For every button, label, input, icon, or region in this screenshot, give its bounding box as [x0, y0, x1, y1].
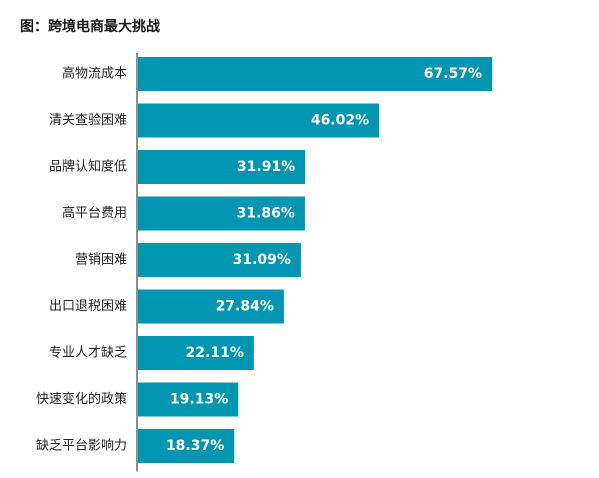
bar: [138, 243, 301, 277]
value-label: 67.57%: [424, 66, 482, 82]
value-label: 22.11%: [186, 345, 244, 361]
category-label: 高物流成本: [62, 66, 127, 82]
value-label: 31.91%: [237, 159, 295, 175]
bar: [138, 57, 493, 91]
value-label: 18.37%: [166, 438, 224, 454]
category-label: 专业人才缺乏: [49, 346, 127, 361]
category-label: 出口退税困难: [49, 299, 127, 314]
value-label: 31.86%: [237, 206, 295, 222]
category-label: 快速变化的政策: [36, 391, 127, 407]
bar: [138, 382, 239, 417]
bar: [138, 103, 380, 138]
category-label: 高平台费用: [62, 205, 127, 221]
value-label: 46.02%: [311, 113, 369, 129]
bar: [138, 150, 306, 184]
bar: [138, 196, 305, 231]
bar: [138, 429, 235, 463]
value-label: 31.09%: [233, 252, 291, 268]
chart-title: 图：跨境电商最大挑战: [20, 19, 160, 35]
category-label: 营销困难: [75, 253, 127, 268]
bar: [138, 289, 284, 324]
category-label: 缺乏平台影响力: [36, 438, 127, 454]
category-label: 清关查验困难: [49, 112, 127, 128]
category-label: 品牌认知度低: [49, 159, 127, 175]
value-label: 27.84%: [216, 299, 274, 315]
value-label: 19.13%: [170, 392, 228, 408]
bar: [138, 336, 254, 370]
